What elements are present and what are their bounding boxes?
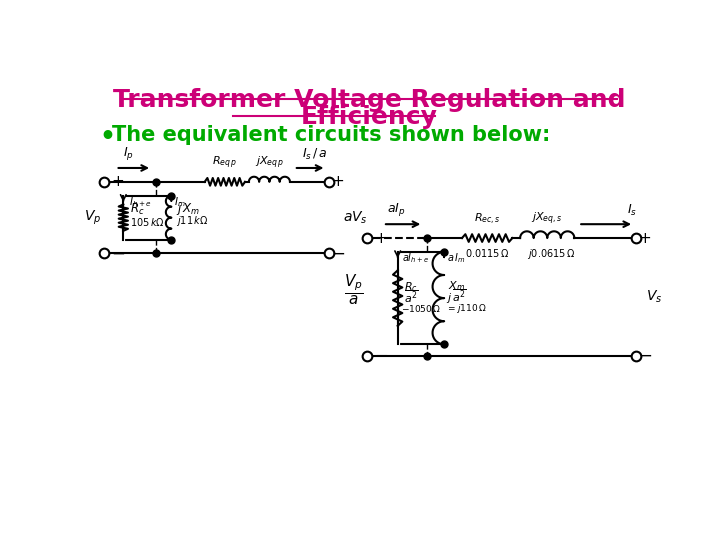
Text: $jX_{eq\,p}$: $jX_{eq\,p}$ xyxy=(255,154,284,171)
Text: Transformer Voltage Regulation and: Transformer Voltage Regulation and xyxy=(113,88,625,112)
Text: $V_s$: $V_s$ xyxy=(646,289,662,305)
Text: $j\,X_m$: $j\,X_m$ xyxy=(176,200,200,217)
Text: $0.0115\,\Omega$: $0.0115\,\Omega$ xyxy=(465,247,510,259)
Text: $\overline{a^2}$: $\overline{a^2}$ xyxy=(404,288,418,305)
Text: •: • xyxy=(99,125,115,149)
Text: $V_p$: $V_p$ xyxy=(84,208,102,227)
Text: $R_{ec,s}$: $R_{ec,s}$ xyxy=(474,212,500,227)
Text: The equivalent circuits shown below:: The equivalent circuits shown below: xyxy=(112,125,550,145)
Text: $\dfrac{V_p}{a}$: $\dfrac{V_p}{a}$ xyxy=(344,272,364,307)
Text: $X_m$: $X_m$ xyxy=(448,279,465,293)
Text: $aI_p$: $aI_p$ xyxy=(387,201,405,218)
Text: $a\,I_m$: $a\,I_m$ xyxy=(447,251,466,265)
Text: $j0.0615\,\Omega$: $j0.0615\,\Omega$ xyxy=(527,247,575,261)
Text: $I_p$: $I_p$ xyxy=(123,145,134,162)
Text: $R_c$: $R_c$ xyxy=(404,280,418,294)
Text: Efficiency: Efficiency xyxy=(300,105,438,129)
Text: +: + xyxy=(331,174,343,190)
Text: $-1050\,\Omega$: $-1050\,\Omega$ xyxy=(401,303,441,314)
Text: −: − xyxy=(639,347,652,365)
Text: $\mathit{I}_m$: $\mathit{I}_m$ xyxy=(174,195,186,209)
Text: −: − xyxy=(111,245,125,262)
Text: −: − xyxy=(374,347,388,365)
Text: $I_{h+e}$: $I_{h+e}$ xyxy=(129,195,151,209)
Text: $R_c$: $R_c$ xyxy=(130,202,144,218)
Text: +: + xyxy=(111,174,124,190)
Text: $aV_s$: $aV_s$ xyxy=(343,210,367,226)
Text: +: + xyxy=(639,231,652,246)
Text: −: − xyxy=(331,245,345,262)
Text: $105\,k\Omega$: $105\,k\Omega$ xyxy=(130,216,164,228)
Text: $jX_{eq,s}$: $jX_{eq,s}$ xyxy=(531,211,563,227)
Text: $j11\,k\Omega$: $j11\,k\Omega$ xyxy=(176,214,208,228)
Text: $I_s\,/\,a$: $I_s\,/\,a$ xyxy=(302,147,328,162)
Text: $R_{eq\,p}$: $R_{eq\,p}$ xyxy=(212,154,238,171)
Text: $aI_{h+e}$: $aI_{h+e}$ xyxy=(402,251,430,265)
Text: $I_s$: $I_s$ xyxy=(627,203,637,218)
Text: $=j110\,\Omega$: $=j110\,\Omega$ xyxy=(446,302,487,315)
Text: $j\,\overline{a^2}$: $j\,\overline{a^2}$ xyxy=(446,287,467,306)
Text: +: + xyxy=(374,231,387,246)
